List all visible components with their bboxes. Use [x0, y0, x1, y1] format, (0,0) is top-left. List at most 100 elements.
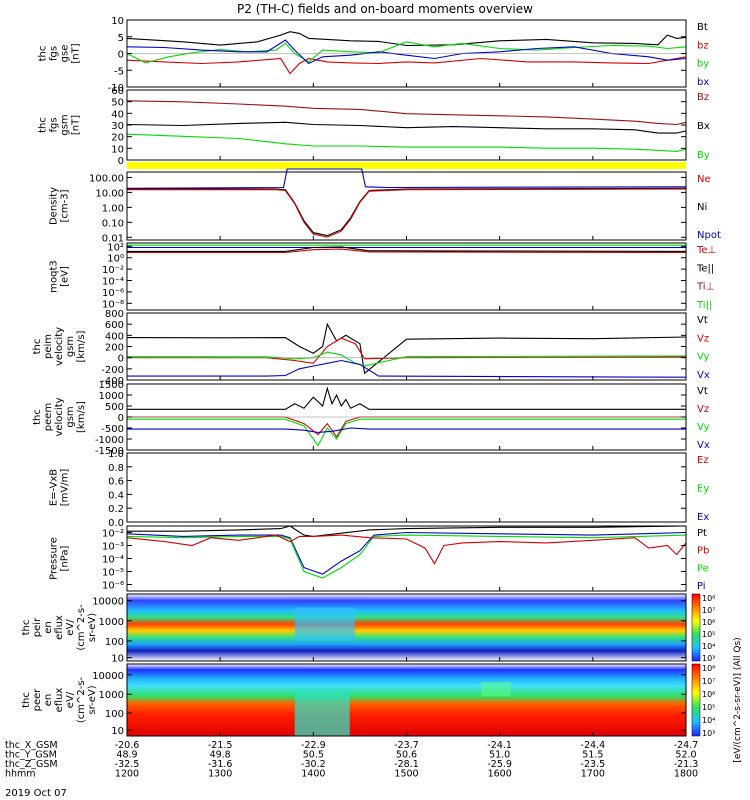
x-axis-value: -28.1	[394, 759, 419, 770]
x-axis-value: -30.2	[301, 759, 326, 770]
legend-entry: Vt	[697, 315, 708, 326]
panel-frame	[126, 312, 687, 381]
y-tick-label: -500	[101, 424, 124, 435]
y-tick-label: -1500	[95, 446, 124, 457]
y-tick-label: 800	[105, 309, 124, 320]
y-axis-label: (cm^2-s-	[76, 676, 87, 723]
y-tick-label: 10⁻²	[102, 529, 124, 540]
y-axis-label: thc	[32, 409, 43, 425]
colorbar-tick: 10⁶	[702, 618, 715, 627]
y-tick-label: 10	[111, 16, 124, 27]
y-tick-label: 100.00	[89, 173, 124, 184]
y-tick-label: 5	[118, 33, 124, 44]
y-axis-label: en	[43, 621, 54, 634]
pressure-series-0	[127, 525, 687, 537]
y-tick-label: 0.6	[108, 477, 124, 488]
colorbar-tick: 10³	[702, 654, 715, 663]
y-tick-label: 10⁰	[107, 254, 124, 265]
legend-entry: Ez	[697, 455, 709, 466]
colorbar-tick: 10⁶	[702, 690, 715, 699]
y-tick-label: -5	[114, 66, 124, 77]
y-axis-label: [mV/m]	[60, 469, 71, 507]
x-axis-value: -20.6	[115, 740, 140, 751]
legend-entry: Ni	[697, 202, 707, 213]
legend-entry: Vt	[697, 386, 708, 397]
x-axis-table: thc_X_GSM -20.6 -21.5 -22.9 -23.7 -24.1 -24.4 -…	[5, 740, 698, 780]
panel-pressure: 10⁻² 10⁻³ 10⁻⁴ 10⁻⁵ 10⁻⁶ Pressure [nPa] Pt Pb Pe P…	[49, 525, 709, 592]
y-axis-label: en	[43, 694, 54, 707]
y-tick-label: 10⁻³	[102, 542, 124, 553]
y-axis-label: peir	[32, 617, 43, 637]
colorbar-label: [eV/(cm^2-s-sr-eV)] (All Qs)	[733, 637, 743, 762]
legend-entry: by	[697, 59, 709, 70]
y-axis-label: sr-eV)	[87, 613, 98, 642]
y-axis-label: [cm-3]	[60, 189, 71, 222]
y-tick-label: 0.2	[108, 504, 124, 515]
y-axis-label: eV/	[65, 691, 76, 708]
x-axis-value: 51.5	[582, 750, 603, 761]
y-tick-label: -1000	[95, 435, 124, 446]
legend-entry: Bt	[697, 22, 708, 33]
y-tick-label: 0	[118, 156, 124, 167]
x-axis-value: 1200	[115, 769, 139, 780]
colorbar-tick: 10⁵	[702, 703, 715, 712]
x-axis-value: -31.6	[208, 759, 233, 770]
peim_velocity-series-1	[127, 337, 687, 364]
y-tick-label: -400	[101, 376, 124, 387]
legend-entry: Vy	[697, 422, 710, 433]
y-axis-label: gsm	[65, 406, 76, 427]
colorbar-tick: 10⁸	[702, 594, 715, 603]
y-axis-label: gsm	[65, 336, 76, 357]
spectrogram-peir_eflux	[127, 594, 686, 661]
legend-entry: By	[697, 150, 710, 161]
y-tick-label: 10⁻⁸	[102, 299, 124, 310]
y-axis-label: thc	[21, 692, 32, 708]
x-axis-row-label: thc_X_GSM	[5, 740, 58, 751]
x-axis-value: -24.1	[487, 740, 512, 751]
y-tick-label: 0.10	[102, 218, 124, 229]
y-axis-label: Density	[49, 187, 60, 225]
y-axis-label: [nT]	[71, 115, 82, 135]
y-axis-label: Pressure	[49, 537, 60, 580]
y-tick-label: 10⁻⁴	[102, 555, 124, 566]
legend-entry: bz	[697, 40, 709, 51]
y-tick-label: 10⁻⁶	[102, 288, 124, 299]
legend-entry: Vx	[697, 370, 710, 381]
x-axis-row-label: hhmm	[5, 769, 36, 780]
legend-entry: bx	[697, 77, 709, 88]
x-axis-value: -25.9	[487, 759, 512, 770]
y-tick-label: 400	[105, 331, 124, 342]
peem_velocity-series-1	[127, 416, 686, 438]
peem_velocity-series-3	[127, 427, 686, 433]
panel-frame	[126, 452, 687, 523]
legend-entry: Ex	[697, 512, 709, 523]
y-axis-label: fgs	[49, 117, 60, 132]
colorbar-top	[691, 593, 701, 662]
legend-entry: Te⊥	[696, 245, 716, 256]
x-axis-value: 48.9	[116, 750, 137, 761]
colorbar-tick: 10⁸	[702, 664, 715, 673]
colorbar-tick: 10⁵	[702, 630, 715, 639]
x-axis-value: -32.5	[115, 759, 140, 770]
spectrogram-feature	[481, 682, 512, 697]
y-tick-label: 10000	[92, 597, 124, 608]
temperature-series-3	[127, 248, 687, 254]
y-tick-label: 0	[118, 354, 124, 365]
y-tick-label: 1500	[99, 380, 124, 391]
y-tick-label: 20	[111, 133, 124, 144]
status-bar	[127, 162, 686, 169]
x-axis-value: 1800	[674, 769, 698, 780]
y-tick-label: 10⁻⁴	[102, 277, 124, 288]
panel-electric_field: 1.0 0.8 0.6 0.4 0.2 0.0 E=-VxB [mV/m] Ez Ey Ex	[49, 449, 710, 529]
fgs_gse-series-0	[126, 31, 687, 47]
y-tick-label: 50	[111, 98, 124, 109]
y-axis-label: peem	[43, 403, 54, 431]
y-axis-label: [nPa]	[60, 545, 71, 571]
panel-frame	[126, 171, 687, 241]
legend-entry: Bz	[697, 92, 709, 103]
peem_velocity-series-0	[127, 386, 686, 410]
density-series-2	[127, 188, 687, 238]
y-tick-label: 600	[105, 320, 124, 331]
y-tick-label: 10000	[92, 671, 124, 682]
